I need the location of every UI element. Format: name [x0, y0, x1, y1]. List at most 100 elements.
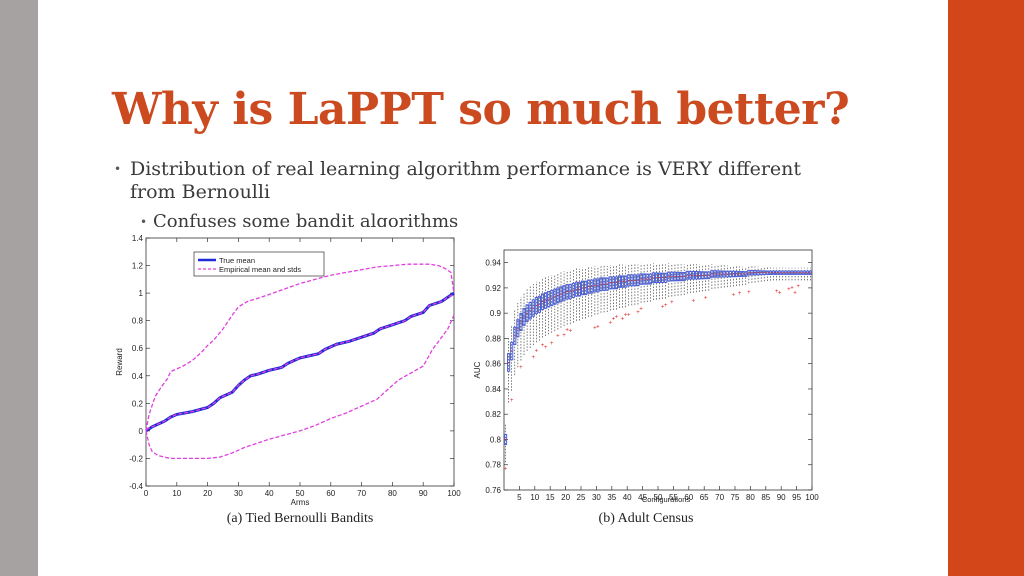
y-tick-label: 0.86	[485, 360, 501, 369]
right-accent-bar	[948, 0, 1024, 576]
x-tick-label: 60	[326, 489, 335, 498]
plot-frame	[145, 237, 455, 487]
box-outlier: +	[796, 284, 800, 290]
box-outlier: +	[627, 313, 631, 319]
box-iqr	[627, 274, 631, 287]
y-tick-label: 0.92	[485, 284, 501, 293]
box-outlier: +	[519, 365, 523, 371]
y-tick-label: 0.82	[485, 410, 501, 419]
x-tick-label: 10	[172, 489, 181, 498]
x-tick-label: 20	[561, 493, 570, 502]
box-outlier: +	[568, 328, 572, 334]
box-outlier: +	[775, 289, 779, 295]
box-outlier: +	[532, 355, 536, 361]
x-tick-label: 40	[623, 493, 632, 502]
box-outlier: +	[562, 333, 566, 339]
y-tick-label: 1.4	[132, 234, 144, 243]
x-tick-label: 20	[203, 489, 212, 498]
box-outlier: +	[636, 310, 640, 316]
box-outlier: +	[504, 467, 508, 473]
bullet-level-2: • Confuses some bandit algorithms	[140, 211, 458, 227]
box-outlier: +	[692, 299, 696, 305]
x-tick-label: 90	[777, 493, 786, 502]
box-outlier: +	[556, 334, 560, 340]
legend-entry: True mean	[219, 256, 255, 265]
x-tick-label: 100	[447, 489, 461, 498]
box-outlier: +	[510, 398, 514, 404]
box-outlier: +	[790, 285, 794, 291]
y-tick-label: -0.4	[129, 482, 143, 491]
x-tick-label: 50	[296, 489, 305, 498]
x-tick-label: 30	[592, 493, 601, 502]
box-plot-adult-census: 0.760.780.80.820.840.860.880.90.920.94++…	[473, 249, 819, 504]
box-outlier: +	[609, 321, 613, 327]
box-outlier: +	[778, 290, 782, 296]
bullet-dot-icon: •	[140, 215, 148, 227]
x-axis-label: Configurations	[642, 495, 691, 504]
y-tick-label: 0.84	[485, 385, 501, 394]
box-outlier: +	[747, 290, 751, 296]
x-tick-label: 90	[419, 489, 428, 498]
x-tick-label: 30	[234, 489, 243, 498]
box-outlier: +	[565, 328, 569, 334]
x-tick-label: 60	[684, 493, 693, 502]
box-iqr	[602, 277, 606, 291]
figure-adult-census: 0.76 0.78 0.8 0.82 0.84 0.86 0.88 0.9 0.92 0.94 + +…	[468, 232, 820, 507]
x-tick-label: 95	[792, 493, 801, 502]
x-tick-label: 70	[715, 493, 724, 502]
box-outlier: +	[639, 307, 643, 313]
x-tick-label: 5	[517, 493, 522, 502]
y-tick-label: 0.88	[485, 334, 501, 343]
y-tick-label: 0.94	[485, 259, 501, 268]
x-tick-label: 55	[669, 493, 678, 502]
box-outlier: +	[593, 325, 597, 331]
box-outlier: +	[535, 349, 539, 355]
x-tick-label: 80	[746, 493, 755, 502]
series-line-empirical-2	[145, 263, 455, 432]
y-tick-label: 0.2	[132, 399, 144, 408]
line-chart-tied-bernoulli: -0.4 -0.2 0 0.2 0.4 0.6 0.8 1 1.2 1.4 0 10 20 30 40 50 6…	[115, 234, 461, 507]
y-tick-label: 0.8	[132, 317, 144, 326]
y-tick-label: 0	[139, 427, 144, 436]
y-axis-label: Reward	[115, 348, 124, 376]
y-tick-label: 0.8	[490, 435, 502, 444]
box-outlier: +	[787, 287, 791, 293]
box-outlier: +	[670, 300, 674, 306]
bullet-text: Distribution of real learning algorithm …	[130, 158, 802, 203]
box-outlier: +	[621, 317, 625, 323]
box-outlier: +	[596, 324, 600, 330]
series-line-empirical-3	[145, 314, 455, 460]
figure-caption-b: (b) Adult Census	[598, 511, 694, 526]
box-outlier: +	[541, 343, 545, 349]
box-iqr	[605, 277, 609, 291]
box-iqr	[682, 271, 686, 282]
box-outlier: +	[661, 304, 665, 310]
box-outlier: +	[612, 316, 616, 322]
box-outlier: +	[664, 303, 668, 309]
y-tick-label: 0.4	[132, 372, 144, 381]
box-iqr	[679, 271, 683, 282]
x-tick-label: 75	[731, 493, 740, 502]
x-tick-label: 35	[607, 493, 616, 502]
box-outlier: +	[738, 291, 742, 297]
x-tick-label: 70	[357, 489, 366, 498]
y-tick-label: 1.2	[132, 262, 144, 271]
figure-tied-bernoulli: -0.4 -0.2 0 0.2 0.4 0.6 0.8 1 1.2 1.4 0 10 20 30 40 50 6…	[110, 232, 470, 507]
y-tick-label: 1	[139, 289, 144, 298]
x-tick-label: 50	[654, 493, 663, 502]
bullet-level-1: • Distribution of real learning algorith…	[114, 158, 844, 204]
x-tick-label: 80	[388, 489, 397, 498]
y-tick-label: -0.2	[129, 454, 143, 463]
x-tick-label: 65	[700, 493, 709, 502]
x-tick-label: 40	[265, 489, 274, 498]
box-outlier: +	[544, 345, 548, 351]
plot-frame	[503, 249, 813, 491]
box-outlier: +	[624, 312, 628, 318]
x-tick-label: 10	[530, 493, 539, 502]
y-tick-label: 0.78	[485, 461, 501, 470]
x-tick-label: 0	[144, 489, 149, 498]
box-outlier: +	[615, 314, 619, 320]
x-tick-label: 25	[577, 493, 586, 502]
y-tick-label: 0.6	[132, 344, 144, 353]
figure-caption-a: (a) Tied Bernoulli Bandits	[226, 511, 374, 526]
